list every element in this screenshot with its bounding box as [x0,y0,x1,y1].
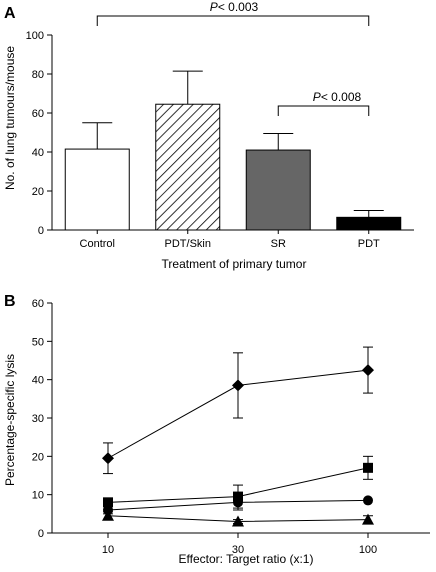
y-tick-label: 40 [32,375,44,387]
diamond-marker [232,379,244,392]
y-tick-label: 30 [32,413,44,425]
series-diamond [102,346,374,475]
y-tick-label: 50 [32,336,44,348]
series-circle [103,494,373,515]
square-marker [363,462,373,473]
y-tick-label: 10 [32,490,44,502]
y-tick-label: 60 [32,108,44,120]
square-marker [103,497,113,508]
bars: Control PDT/Skin SR PDT [64,70,402,250]
p-value-sr-pdt: P< 0.008 [313,90,362,104]
x-tick-label: SR [271,238,286,250]
bar-control [64,148,130,231]
triangle-marker [232,515,244,527]
y-tick-label: 20 [32,186,44,198]
x-axis-label: Effector: Target ratio (x:1) [179,552,314,566]
x-tick-label: PDT [358,238,380,250]
y-axis-ticks: 0 10 20 30 40 50 60 10 30 100 [32,298,377,556]
y-tick-label: 100 [26,30,44,42]
y-tick-label: 0 [38,528,44,540]
panel-a-label: A [4,5,16,22]
bar-sr [245,149,311,231]
panel-a: A P< 0.003 P< 0.008 0 20 40 60 80 100 Control… [3,0,414,271]
x-tick-label: Control [80,238,115,250]
x-tick-label: 100 [359,544,377,556]
x-axis-label: Treatment of primary tumor [162,257,307,271]
y-axis-label: Percentage-specific lysis [3,354,17,486]
triangle-marker [362,513,374,525]
x-tick-label: 30 [232,544,244,556]
panel-b: B 0 10 20 30 40 50 60 10 30 100 Percentage-specif… [3,293,430,566]
triangle-marker [102,509,114,521]
y-axis-label: No. of lung tumours/mouse [3,46,17,190]
y-tick-label: 40 [32,147,44,159]
x-tick-label: 10 [102,544,114,556]
diamond-marker [362,364,374,377]
y-axis-ticks: 0 20 40 60 80 100 [26,30,52,237]
series [102,346,374,527]
diamond-marker [102,452,114,465]
y-tick-label: 0 [38,225,44,237]
x-tick-label: PDT/Skin [165,238,211,250]
circle-marker [233,497,243,508]
y-tick-label: 20 [32,451,44,463]
circle-marker [363,495,373,506]
series-triangle [102,509,374,527]
bar-pdt [336,216,402,231]
bar-pdt-skin [155,103,221,231]
bracket-line [277,105,370,116]
bracket-line [96,15,370,26]
y-tick-label: 80 [32,69,44,81]
axes [51,35,414,231]
axes [51,303,430,534]
y-tick-label: 60 [32,298,44,310]
significance-bracket-control-pdt [96,15,370,26]
significance-bracket-sr-pdt [277,105,370,116]
panel-b-label: B [4,293,16,310]
p-value-control-pdt: P< 0.003 [210,0,259,14]
